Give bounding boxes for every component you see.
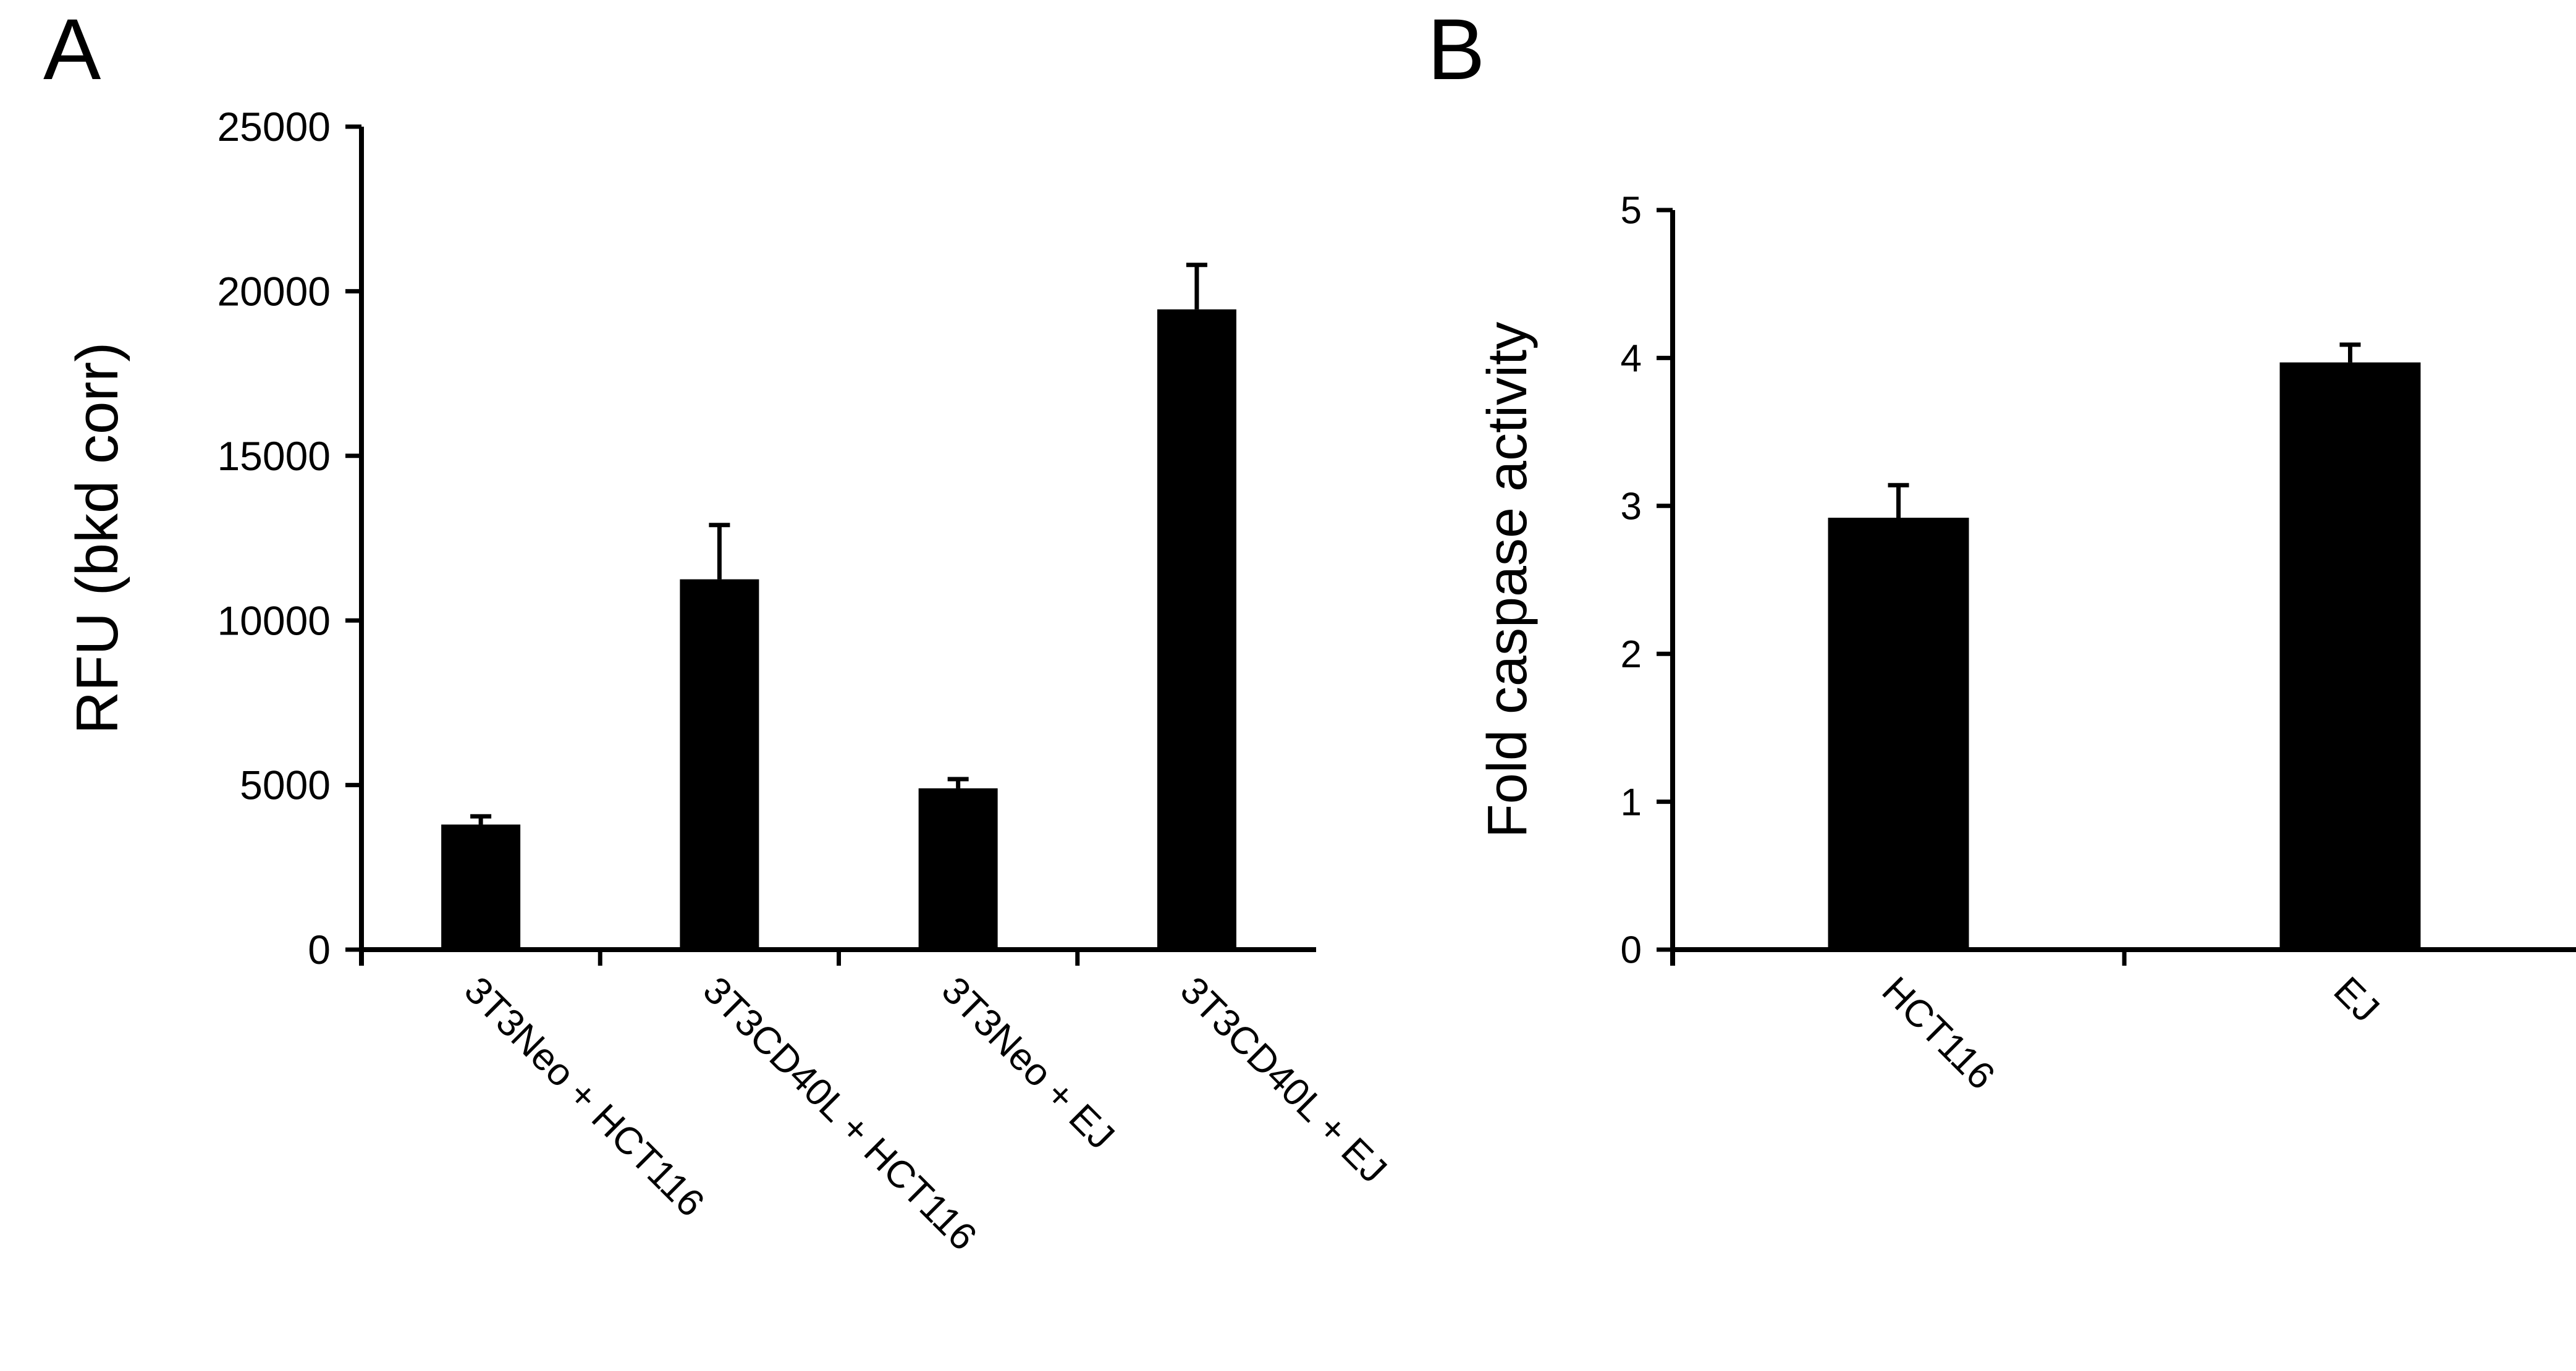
error-bar xyxy=(947,777,969,788)
panel-letter-b: B xyxy=(1427,1,1485,98)
x-category-label: 3T3Neo + HCT116 xyxy=(456,969,712,1225)
x-category-label: 3T3Neo + EJ xyxy=(934,969,1123,1158)
bar xyxy=(1157,309,1236,950)
y-tick-label: 2 xyxy=(1621,633,1642,676)
bar xyxy=(441,824,521,950)
y-tick-label: 0 xyxy=(1621,929,1642,972)
panel-b: B 0 1 2 3 4 5 HCT116 EJ Fold caspase activity xyxy=(1427,1,2576,1098)
x-category-label: HCT116 xyxy=(1874,969,2003,1098)
panel-letter-a: A xyxy=(43,1,101,98)
panel-a: A 0 5000 10000 15000 20000 25000 3T3Neo + HCT1… xyxy=(43,1,1395,1259)
bar xyxy=(1828,517,1969,950)
x-category-label: 3T3CD40L + EJ xyxy=(1172,969,1395,1191)
y-tick-label: 3 xyxy=(1621,486,1642,528)
y-tick-label: 4 xyxy=(1621,337,1642,380)
y-axis-title: RFU (bkd corr) xyxy=(64,342,130,735)
y-tick-label: 10000 xyxy=(217,597,331,643)
bar xyxy=(2279,362,2421,950)
bar xyxy=(680,579,759,950)
y-tick-label: 20000 xyxy=(217,269,331,314)
y-axis-title: Fold caspase activity xyxy=(1477,322,1539,838)
error-bar xyxy=(2339,342,2361,363)
chart-a: 0 5000 10000 15000 20000 25000 3T3Neo + HCT116… xyxy=(64,104,1395,1259)
error-bar xyxy=(709,523,730,580)
y-tick-label: 25000 xyxy=(217,104,331,150)
chart-b: 0 1 2 3 4 5 HCT116 EJ Fold caspase activity xyxy=(1477,190,2576,1098)
x-category-label: EJ xyxy=(2326,969,2388,1031)
x-category-label: 3T3CD40L + HCT116 xyxy=(695,969,984,1259)
error-bar xyxy=(1186,263,1207,310)
error-bar xyxy=(1888,483,1909,518)
y-tick-label: 5 xyxy=(1621,190,1642,232)
y-tick-label: 15000 xyxy=(217,433,331,479)
y-tick-label: 1 xyxy=(1621,781,1642,824)
y-tick-label: 0 xyxy=(308,927,331,972)
y-tick-label: 5000 xyxy=(240,762,331,808)
error-bar xyxy=(470,814,492,825)
bar xyxy=(918,788,998,950)
